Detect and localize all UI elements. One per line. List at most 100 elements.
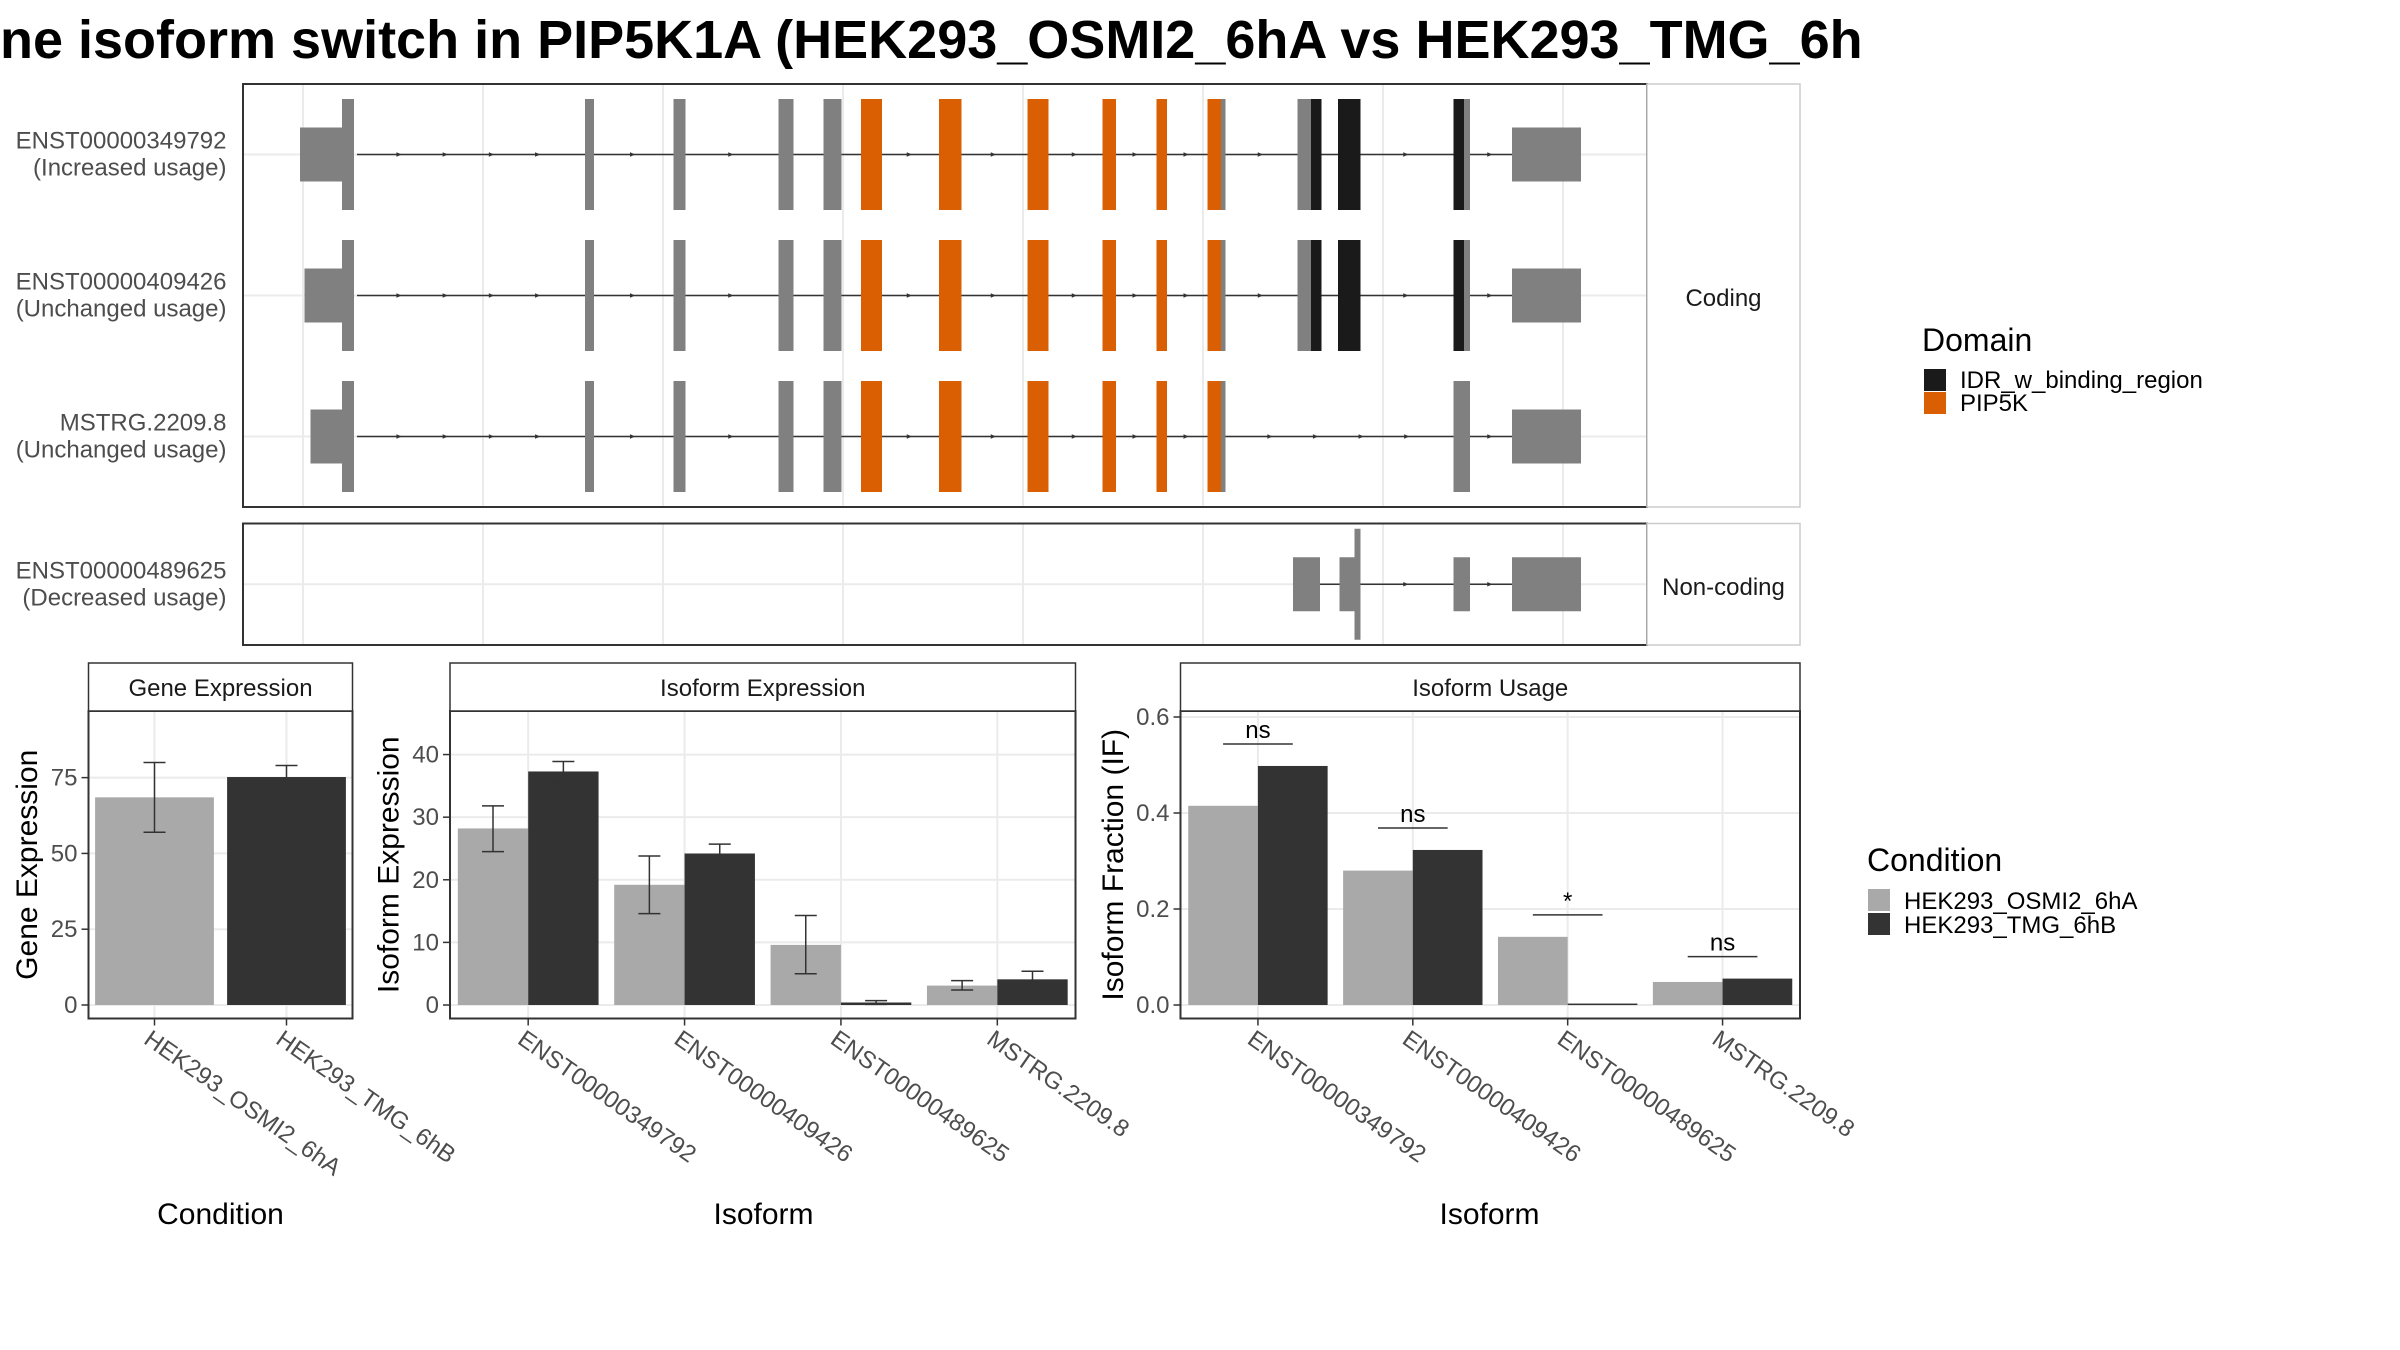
- y-tick-label: 40: [412, 742, 439, 769]
- bar: [1343, 870, 1413, 1005]
- coding-exon: [1453, 381, 1470, 492]
- strand-arrow: [1403, 582, 1409, 587]
- idr-domain-region: [1453, 240, 1464, 351]
- pip5k-domain-region: [939, 381, 962, 492]
- strand-arrow: [1267, 434, 1273, 439]
- panel-title: Isoform Usage: [1412, 675, 1568, 702]
- x-axis-title: Isoform: [1439, 1198, 1539, 1231]
- facet-strip: [1646, 83, 1801, 508]
- y-tick-label: 0: [426, 992, 439, 1019]
- y-axis-title: Isoform Fraction (IF): [1097, 729, 1130, 1001]
- facet-strip: [449, 662, 1077, 712]
- transcript-ENST00000409426: ENST00000409426(Unchanged usage): [16, 240, 1647, 351]
- utr-exon: [1339, 557, 1359, 612]
- x-tick-label: MSTRG.2209.8: [1707, 1025, 1859, 1143]
- strand-arrow: [1403, 293, 1409, 298]
- utr-exon: [1293, 557, 1320, 612]
- transcript-MSTRG.2209.8: MSTRG.2209.8(Unchanged usage): [16, 381, 1647, 492]
- strand-arrow: [1312, 434, 1319, 439]
- panel-title: Isoform Expression: [660, 675, 865, 702]
- condition-legend-key: [1868, 913, 1890, 935]
- facet-strip: [1646, 522, 1801, 646]
- strand-arrow: [535, 434, 541, 439]
- strand-arrow: [1487, 152, 1493, 157]
- idr-domain-region: [1338, 99, 1361, 210]
- domain-legend-label: PIP5K: [1960, 390, 2028, 417]
- bar: [1188, 805, 1258, 1005]
- coding-exon: [823, 99, 842, 210]
- utr-exon: [304, 268, 348, 323]
- strand-arrow: [1132, 434, 1138, 439]
- pip5k-domain-region: [1027, 240, 1049, 351]
- bar: [1567, 1003, 1638, 1006]
- strand-arrow: [1071, 152, 1077, 157]
- strand-arrow: [488, 293, 495, 298]
- utr-exon: [310, 409, 348, 464]
- transcript-usage: (Increased usage): [33, 155, 226, 182]
- idr-domain-region: [1311, 99, 1322, 210]
- bar: [1497, 936, 1568, 1005]
- transcript-ENST00000489625: ENST00000489625(Decreased usage): [16, 528, 1647, 640]
- strand-arrow: [990, 434, 996, 439]
- pip5k-domain-region: [1102, 381, 1116, 492]
- transcript-ENST00000349792: ENST00000349792(Increased usage): [16, 99, 1647, 210]
- strand-arrow: [1257, 152, 1263, 157]
- strand-arrow: [728, 293, 734, 298]
- bar-panel-0: 0255075HEK293_OSMI2_6hAHEK293_TMG_6hBGen…: [11, 662, 460, 1231]
- strand-arrow: [1071, 434, 1077, 439]
- transcript-name: ENST00000489625: [16, 557, 227, 584]
- x-axis-title: Isoform: [713, 1198, 813, 1231]
- bar: [926, 985, 998, 1005]
- coding-exon: [778, 99, 794, 210]
- idr-domain-region: [1453, 99, 1464, 210]
- bar: [1257, 765, 1328, 1005]
- bar: [1722, 978, 1793, 1005]
- y-tick-label: 10: [412, 929, 439, 956]
- pip5k-domain-region: [1027, 99, 1049, 210]
- strand-arrow: [535, 293, 541, 298]
- strand-arrow: [396, 293, 402, 298]
- bar-panel-2: 0.00.20.40.6ENST00000349792ENST000004094…: [1097, 662, 1859, 1231]
- transcript-usage: (Unchanged usage): [16, 296, 227, 323]
- panel-title: Gene Expression: [128, 675, 312, 702]
- significance-label: ns: [1710, 930, 1735, 957]
- pip5k-domain-region: [939, 240, 962, 351]
- idr-domain-region: [1311, 240, 1322, 351]
- domain-legend-title: Domain: [1922, 322, 2032, 358]
- structure-panel-non-coding: ENST00000489625(Decreased usage) Non-codi…: [16, 522, 1801, 646]
- coding-exon: [342, 240, 354, 351]
- pip5k-domain-region: [939, 99, 962, 210]
- y-tick-label: 0.2: [1136, 896, 1169, 923]
- utr-exon: [1512, 409, 1581, 464]
- condition-legend-label: HEK293_TMG_6hB: [1904, 912, 2116, 939]
- x-tick-label: MSTRG.2209.8: [982, 1025, 1134, 1143]
- coding-exon: [673, 99, 686, 210]
- condition-legend-label: HEK293_OSMI2_6hA: [1904, 888, 2137, 915]
- coding-exon: [585, 99, 594, 210]
- transcript-name: ENST00000409426: [16, 269, 227, 296]
- utr-exon: [1453, 557, 1470, 612]
- y-tick-label: 0.0: [1136, 992, 1169, 1019]
- strand-arrow: [1257, 293, 1263, 298]
- pip5k-domain-region: [1156, 99, 1167, 210]
- pip5k-domain-region: [861, 381, 882, 492]
- utr-exon: [1512, 557, 1581, 612]
- strand-arrow: [728, 434, 734, 439]
- coding-exon: [673, 240, 686, 351]
- strand-arrow: [630, 152, 636, 157]
- significance-label: *: [1563, 888, 1572, 915]
- strand-arrow: [1487, 434, 1493, 439]
- strand-arrow: [728, 152, 734, 157]
- strand-arrow: [990, 293, 996, 298]
- transcript-name: ENST00000349792: [16, 128, 227, 155]
- transcript-structure: ENST00000349792(Increased usage)ENST0000…: [16, 83, 1801, 646]
- utr-exon: [1512, 268, 1581, 323]
- utr-exon: [1512, 127, 1581, 182]
- strand-arrow: [1071, 293, 1077, 298]
- pip5k-domain-region: [1027, 381, 1049, 492]
- significance-label: ns: [1400, 801, 1425, 828]
- x-axis-title: Condition: [157, 1198, 284, 1231]
- coding-exon: [585, 240, 594, 351]
